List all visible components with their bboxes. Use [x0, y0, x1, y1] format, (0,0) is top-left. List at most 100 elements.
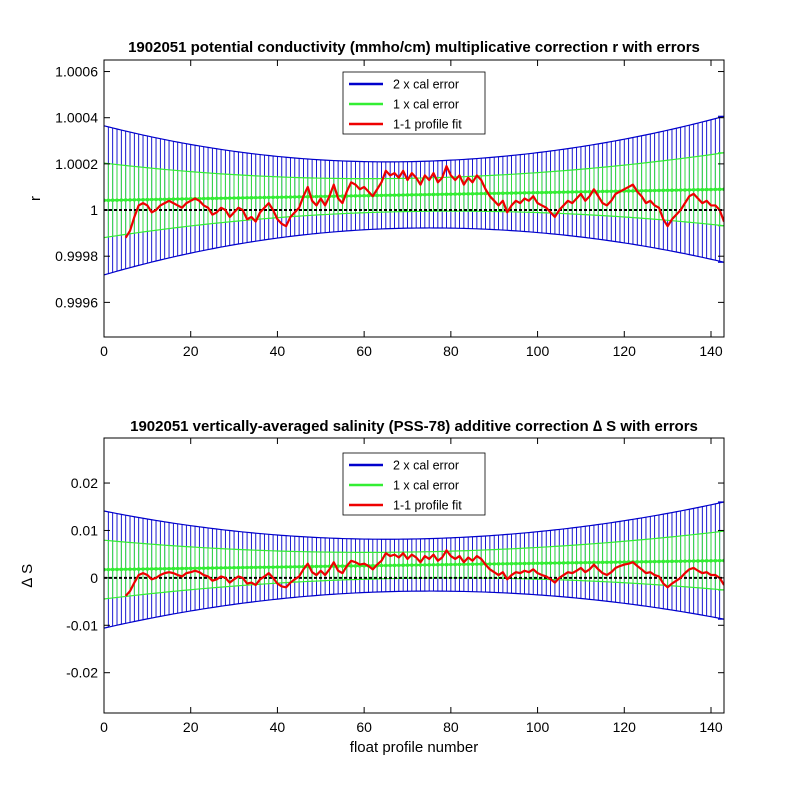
chart-2-fit-marker: [106, 567, 111, 572]
chart-2-fit-marker: [132, 567, 137, 571]
chart-1-fit-marker: [670, 188, 674, 192]
chart-2-fit-marker: [436, 562, 440, 567]
chart-2-err1-upper-envelope: [104, 530, 724, 553]
chart-2-fit-marker: [271, 565, 275, 569]
chart-2-series-profile-fit: [124, 549, 724, 597]
chart-1-fit-marker: [626, 189, 631, 193]
chart-1-err1-lower-envelope: [104, 210, 724, 239]
chart-1-fit-marker: [522, 191, 527, 195]
chart-1-fit-marker: [119, 198, 124, 202]
chart-1-fit-marker: [518, 191, 523, 195]
chart-1-fit-marker: [583, 189, 588, 194]
chart-1-fit-marker: [132, 198, 137, 202]
chart-2-fit-marker: [162, 566, 167, 571]
chart-2-fit-marker: [128, 567, 132, 571]
chart-1-x-tick-label: 140: [699, 343, 723, 359]
chart-2-marks: [104, 501, 724, 629]
chart-1-fit-marker: [410, 193, 414, 197]
chart-1-fit-marker: [613, 189, 618, 194]
chart-2-fit-marker: [384, 563, 388, 568]
chart-1-y-tick-label: 1.0004: [55, 110, 98, 126]
chart-1-fit-marker: [104, 198, 106, 203]
chart-2-fit-marker: [618, 560, 622, 564]
chart-2-fit-marker: [622, 560, 627, 564]
chart-1: 0 20 40 60 80 100 120 140 0.9996 0.9998 1 1.0002 1.0…: [27, 39, 725, 359]
chart-2-err2-upper-envelope: [104, 501, 724, 540]
chart-1-fit-marker: [713, 187, 718, 192]
chart-2-fit-marker: [201, 566, 206, 570]
chart-2-x-tick-label: 100: [526, 719, 550, 735]
chart-1-fit-marker: [292, 195, 297, 199]
chart-2-fit-marker: [310, 564, 314, 569]
chart-2-fit-marker: [104, 567, 106, 572]
chart-2-fit-marker: [548, 561, 553, 565]
chart-1-fit-marker: [644, 188, 648, 193]
chart-1-x-tick-label: 60: [356, 343, 372, 359]
chart-2-fit-marker: [318, 564, 323, 569]
chart-2-legend-label: 1-1 profile fit: [393, 499, 462, 513]
chart-2-fit-marker: [579, 560, 583, 565]
chart-2-fit-marker: [145, 567, 150, 571]
chart-1-fit-marker: [175, 197, 180, 201]
chart-2-fit-marker: [600, 560, 605, 565]
chart-1-fit-marker: [596, 189, 601, 194]
chart-2-legend-label: 1 x cal error: [393, 479, 459, 493]
chart-2-fit-marker: [613, 560, 618, 564]
chart-2-y-tick-label: 0.02: [71, 475, 98, 491]
chart-2-legend: 2 x cal error 1 x cal error 1-1 profile fi…: [342, 452, 486, 516]
chart-2-fit-marker: [115, 567, 119, 572]
chart-2-fit-marker: [171, 566, 176, 571]
chart-2-fit-marker: [418, 563, 423, 567]
chart-2-fit-marker: [206, 566, 210, 570]
chart-2-fit-marker: [696, 559, 700, 563]
chart-1-fit-marker: [414, 192, 418, 197]
chart-1-fit-marker: [115, 198, 119, 202]
chart-1-fit-marker: [331, 194, 336, 199]
chart-2-fit-marker: [475, 562, 479, 566]
chart-1-fit-marker: [691, 188, 696, 192]
chart-2-x-tick-label: 0: [100, 719, 108, 735]
chart-2-fit-marker: [297, 564, 301, 569]
chart-1-fit-marker: [548, 190, 553, 195]
chart-1-fit-marker: [665, 188, 670, 193]
chart-2-fit-marker: [709, 558, 713, 563]
chart-2-fit-marker: [449, 562, 453, 567]
chart-1-fit-marker: [587, 189, 592, 194]
chart-2-fit-marker: [639, 559, 644, 564]
chart-1-x-tick-label: 120: [613, 343, 637, 359]
chart-1-fit-marker: [266, 195, 271, 200]
chart-2-legend-label: 2 x cal error: [393, 459, 459, 473]
chart-2-fit-marker: [596, 560, 601, 565]
chart-2-fit-marker: [423, 563, 427, 567]
chart-2-fit-marker: [444, 562, 449, 567]
chart-1-fit-marker: [253, 195, 258, 200]
chart-2-fit-marker: [197, 566, 202, 570]
chart-2-fit-marker: [410, 563, 414, 567]
chart-2-fit-marker: [210, 566, 215, 570]
chart-2-x-tick-label: 40: [270, 719, 286, 735]
chart-1-fit-marker: [397, 193, 401, 197]
chart-2-y-axis-label: ∆ S: [19, 564, 36, 587]
chart-1-err1-upper-envelope: [104, 152, 724, 180]
chart-2-fit-marker: [397, 563, 401, 568]
chart-2-fit-marker: [713, 558, 718, 563]
chart-2-fit-marker: [652, 559, 657, 564]
chart-1-fit-marker: [531, 190, 536, 195]
chart-2-fit-marker: [414, 563, 418, 567]
chart-2-fit-marker: [188, 566, 193, 571]
chart-1-fit-marker: [366, 193, 371, 198]
chart-1-x-tick-label: 0: [100, 343, 108, 359]
chart-1-fit-marker: [453, 192, 457, 196]
chart-1-fit-marker: [279, 195, 284, 199]
chart-1-fit-marker: [631, 189, 635, 193]
chart-1-fit-marker: [436, 192, 440, 197]
chart-2-fit-marker: [453, 562, 457, 567]
chart-2-fit-marker: [527, 561, 531, 566]
chart-2-fit-marker: [609, 560, 614, 565]
chart-2-x-tick-label: 80: [443, 719, 459, 735]
chart-1-fit-marker: [501, 191, 505, 196]
chart-1-fit-marker: [709, 187, 713, 192]
chart-1-fit-marker: [262, 195, 267, 200]
chart-2-fit-marker: [275, 565, 280, 569]
